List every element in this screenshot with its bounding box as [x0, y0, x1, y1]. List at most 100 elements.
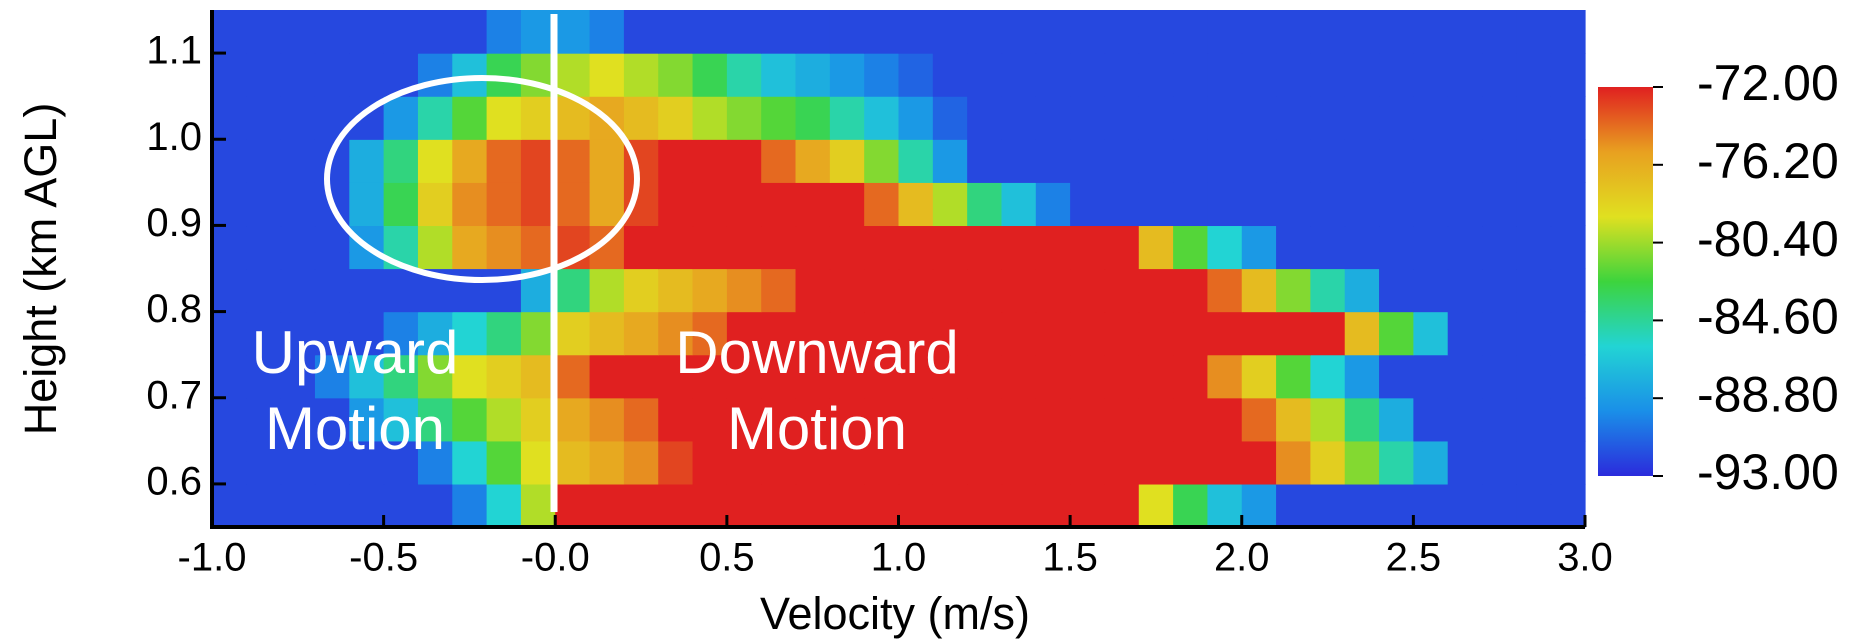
heatmap-cell	[1070, 268, 1106, 313]
heatmap-cell	[898, 483, 934, 528]
heatmap-cell	[1104, 354, 1140, 399]
heatmap-cell	[349, 182, 385, 227]
heatmap-cell	[864, 397, 900, 442]
heatmap-cell	[967, 96, 1003, 140]
heatmap-cell	[795, 397, 831, 442]
heatmap-cell	[967, 483, 1003, 528]
heatmap-cell	[1379, 483, 1414, 528]
heatmap-cell	[349, 53, 385, 97]
heatmap-cell	[967, 53, 1003, 97]
annotation: Downward	[675, 319, 958, 386]
heatmap-cell	[212, 225, 247, 270]
heatmap-cell	[1241, 139, 1277, 183]
heatmap-cell	[795, 225, 831, 270]
heatmap-cell	[692, 440, 728, 485]
heatmap-cell	[658, 483, 694, 528]
heatmap-cell	[1550, 440, 1586, 485]
heatmap-cell	[1173, 440, 1209, 485]
heatmap-cell	[1035, 440, 1071, 485]
heatmap-cell	[1413, 483, 1449, 528]
heatmap-cell	[829, 268, 865, 313]
heatmap-cell	[1001, 397, 1037, 442]
heatmap-cell	[1035, 397, 1071, 442]
heatmap-cell	[1482, 182, 1517, 227]
heatmap-cell	[726, 397, 762, 442]
heatmap-cell	[726, 182, 762, 227]
heatmap-cell	[864, 354, 900, 399]
heatmap-cell	[1276, 96, 1311, 140]
heatmap-cell	[898, 139, 934, 183]
heatmap-cell	[1035, 53, 1071, 97]
heatmap-cell	[1413, 311, 1449, 356]
heatmap-cell	[1207, 354, 1243, 399]
heatmap-cell	[726, 483, 762, 528]
heatmap-cell	[1173, 483, 1209, 528]
heatmap-cell	[555, 10, 591, 54]
annotation: Motion	[265, 395, 445, 462]
heatmap-cell	[1276, 53, 1311, 97]
heatmap-cell	[1104, 139, 1140, 183]
heatmap-cell	[932, 139, 968, 183]
heatmap-cell	[280, 10, 316, 54]
heatmap-cell	[1001, 96, 1037, 140]
heatmap-cell	[1447, 483, 1483, 528]
heatmap-cell	[761, 53, 797, 97]
heatmap-cell	[795, 53, 831, 97]
heatmap-cell	[1276, 397, 1311, 442]
heatmap-cell	[1550, 96, 1586, 140]
heatmap-cell	[692, 397, 728, 442]
heatmap-cell	[726, 96, 762, 140]
heatmap-cell	[1413, 53, 1449, 97]
heatmap-cell	[1070, 182, 1106, 227]
heatmap-cell	[1035, 139, 1071, 183]
heatmap-cell	[212, 354, 247, 399]
heatmap-cell	[1550, 10, 1586, 54]
heatmap-cell	[555, 311, 591, 356]
heatmap-cell	[692, 10, 728, 54]
heatmap-cell	[1070, 483, 1106, 528]
heatmap-cell	[623, 96, 659, 140]
heatmap-cell	[452, 10, 488, 54]
heatmap-cell	[349, 311, 385, 356]
heatmap-cell	[967, 10, 1003, 54]
heatmap-cell	[1207, 139, 1243, 183]
heatmap-cell	[1207, 53, 1243, 97]
overlay: Upward Motion Downward Motion	[252, 14, 959, 512]
heatmap-cell	[1035, 311, 1071, 356]
y-tick-label: 1.1	[146, 29, 202, 73]
heatmap-cell	[1550, 354, 1586, 399]
heatmap-cell	[246, 10, 282, 54]
heatmap-cell	[589, 354, 625, 399]
heatmap-cell	[280, 483, 316, 528]
heatmap-cell	[520, 440, 556, 485]
heatmap-cell	[898, 440, 934, 485]
heatmap-cell	[1344, 440, 1380, 485]
heatmap-cell	[692, 311, 728, 356]
heatmap-cell	[1241, 397, 1277, 442]
heatmap-cell	[1276, 354, 1311, 399]
heatmap-cell	[1516, 440, 1552, 485]
heatmap-cell	[486, 354, 522, 399]
colorbar-tick-label: -88.80	[1697, 366, 1839, 422]
heatmap	[212, 10, 1586, 528]
heatmap-cell	[692, 96, 728, 140]
heatmap-cell	[349, 354, 385, 399]
heatmap-cell	[1001, 311, 1037, 356]
heatmap-cell	[212, 397, 247, 442]
heatmap-cell	[383, 311, 419, 356]
heatmap-cell	[864, 10, 900, 54]
heatmap-cell	[589, 53, 625, 97]
heatmap-cell	[1070, 354, 1106, 399]
heatmap-cell	[1138, 182, 1174, 227]
heatmap-cell	[898, 354, 934, 399]
heatmap-cell	[314, 483, 350, 528]
heatmap-cell	[932, 268, 968, 313]
heatmap-cell	[1516, 397, 1552, 442]
heatmap-cell	[726, 10, 762, 54]
heatmap-cell	[658, 354, 694, 399]
heatmap-cell	[417, 53, 453, 97]
heatmap-cell	[452, 139, 488, 183]
heatmap-cell	[314, 440, 350, 485]
colorbar-tick-label: -84.60	[1697, 289, 1839, 345]
